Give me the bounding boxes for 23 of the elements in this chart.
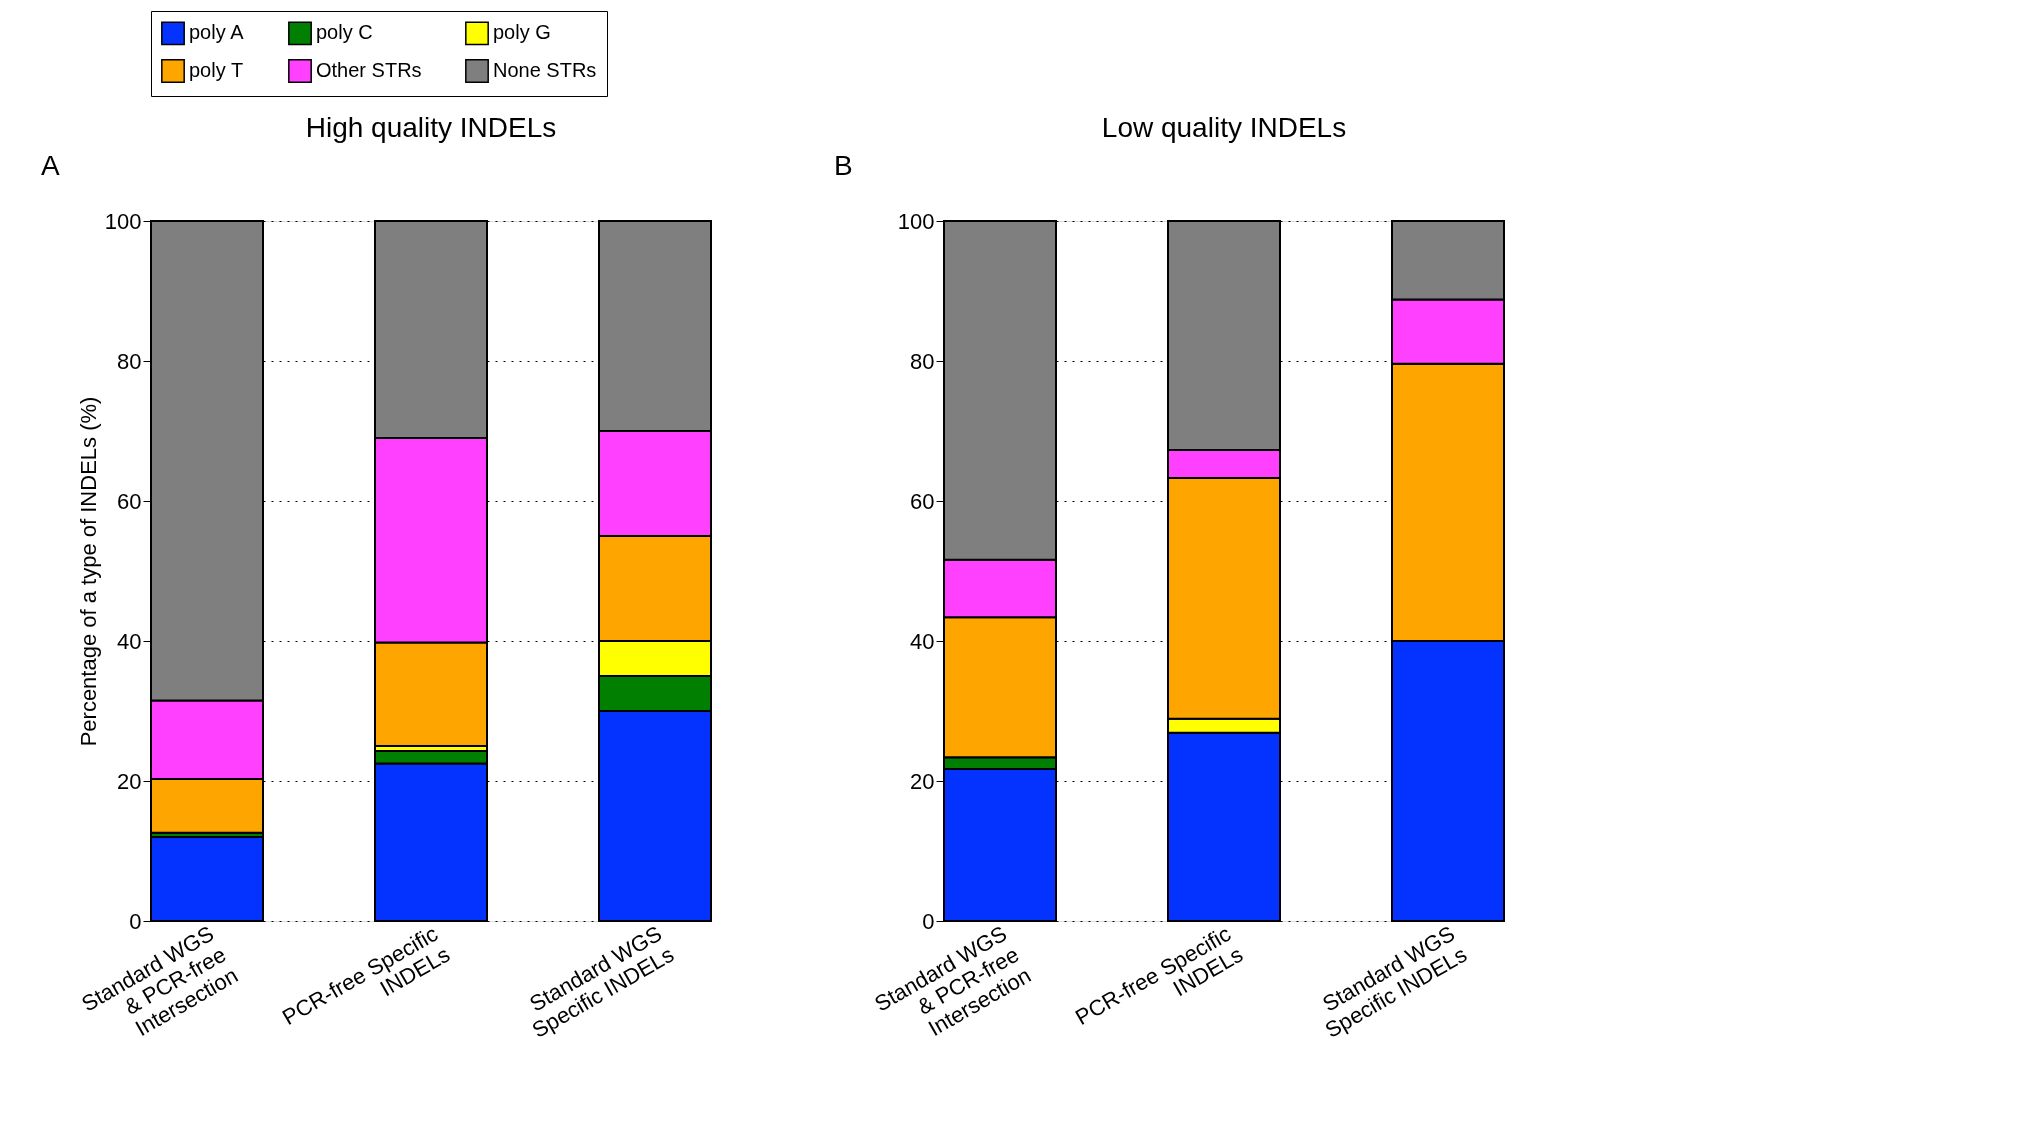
y-tick-label: 100 bbox=[104, 208, 142, 234]
y-axis-title: Percentage of a type of INDELs (%) bbox=[75, 396, 101, 747]
y-tick-label: 0 bbox=[922, 908, 935, 934]
y-tick-label: 40 bbox=[117, 628, 142, 654]
legend-label: poly A bbox=[189, 21, 245, 44]
y-tick-label: 20 bbox=[117, 768, 142, 794]
y-tick-label: 60 bbox=[117, 488, 142, 514]
legend-label: Other STRs bbox=[316, 59, 422, 81]
y-tick-label: 0 bbox=[129, 908, 142, 934]
chart-title: Low quality INDELs bbox=[1101, 112, 1347, 143]
text: A bbox=[41, 150, 60, 181]
y-tick-label: 40 bbox=[910, 628, 935, 654]
text: B bbox=[834, 150, 853, 181]
legend-label: poly C bbox=[316, 21, 373, 44]
y-tick-label: 80 bbox=[117, 348, 142, 374]
legend-label: None STRs bbox=[493, 59, 597, 81]
y-tick-label: 80 bbox=[910, 348, 935, 374]
y-tick-label: 100 bbox=[897, 208, 935, 234]
legend-label: poly T bbox=[189, 59, 244, 81]
y-tick-label: 20 bbox=[910, 768, 935, 794]
legend-label: poly G bbox=[493, 21, 551, 44]
chart-title: High quality INDELs bbox=[305, 112, 557, 143]
y-tick-label: 60 bbox=[910, 488, 935, 514]
